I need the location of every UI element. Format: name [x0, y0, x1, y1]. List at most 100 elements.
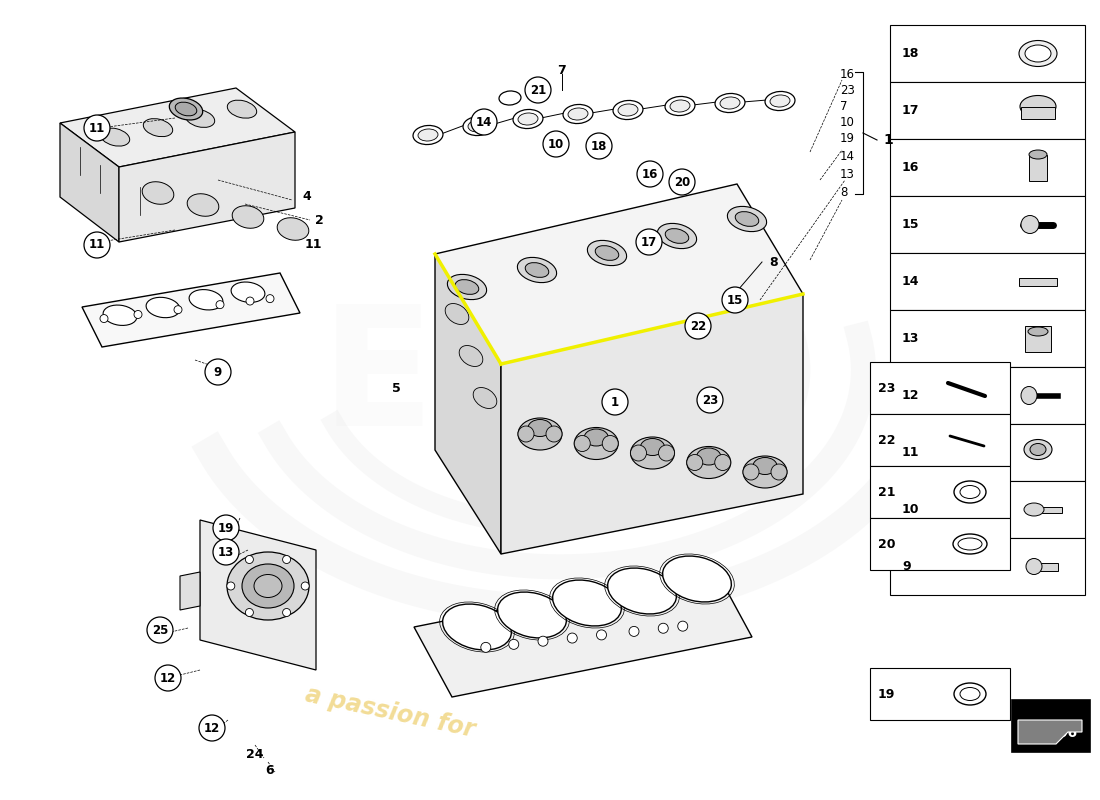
Bar [870, 362, 1010, 414]
Circle shape [245, 555, 253, 563]
Ellipse shape [175, 102, 197, 116]
Circle shape [603, 435, 618, 451]
Ellipse shape [630, 437, 674, 469]
Text: 22: 22 [878, 434, 895, 446]
Text: 11: 11 [305, 238, 322, 250]
Ellipse shape [613, 101, 644, 119]
Ellipse shape [1021, 386, 1037, 405]
Bar [870, 466, 1010, 518]
Ellipse shape [953, 534, 987, 554]
Bar [870, 414, 1010, 466]
Ellipse shape [595, 246, 619, 260]
Circle shape [685, 313, 711, 339]
Ellipse shape [169, 98, 202, 120]
Bar [890, 367, 1085, 424]
Text: 21: 21 [878, 486, 895, 498]
Polygon shape [500, 294, 803, 554]
Circle shape [205, 359, 231, 385]
Circle shape [602, 389, 628, 415]
Text: 10: 10 [902, 503, 920, 516]
Polygon shape [60, 88, 295, 167]
Bar [1042, 506, 1062, 513]
Ellipse shape [525, 262, 549, 278]
Text: EPC: EPC [321, 298, 679, 462]
Ellipse shape [1024, 503, 1044, 516]
Ellipse shape [189, 290, 223, 310]
Circle shape [659, 445, 674, 461]
Bar [890, 481, 1085, 538]
Text: 8: 8 [770, 255, 779, 269]
Ellipse shape [662, 556, 732, 602]
Text: 7: 7 [840, 99, 847, 113]
Polygon shape [119, 132, 295, 242]
Ellipse shape [618, 104, 638, 116]
Ellipse shape [473, 387, 497, 409]
Ellipse shape [686, 446, 730, 478]
Bar [870, 668, 1010, 720]
Ellipse shape [563, 105, 593, 123]
Ellipse shape [528, 419, 552, 437]
Ellipse shape [446, 303, 469, 325]
Circle shape [742, 464, 759, 480]
Bar [1012, 700, 1090, 752]
Bar [870, 518, 1010, 570]
Circle shape [84, 115, 110, 141]
Circle shape [697, 387, 723, 413]
Text: 25: 25 [152, 623, 168, 637]
Ellipse shape [640, 438, 664, 455]
Circle shape [283, 555, 290, 563]
Circle shape [636, 229, 662, 255]
Ellipse shape [696, 448, 720, 465]
Ellipse shape [497, 592, 566, 638]
Ellipse shape [232, 206, 264, 228]
Circle shape [213, 515, 239, 541]
Ellipse shape [442, 604, 512, 650]
Ellipse shape [277, 218, 309, 240]
Ellipse shape [720, 97, 740, 109]
Ellipse shape [143, 118, 173, 137]
Text: 2: 2 [315, 214, 323, 226]
Circle shape [630, 445, 647, 461]
Ellipse shape [1025, 45, 1050, 62]
Ellipse shape [742, 456, 786, 488]
Circle shape [213, 539, 239, 565]
Circle shape [568, 633, 578, 643]
Circle shape [538, 636, 548, 646]
Ellipse shape [513, 110, 543, 129]
Circle shape [669, 169, 695, 195]
Ellipse shape [666, 229, 689, 243]
Bar [890, 424, 1085, 481]
Circle shape [227, 582, 234, 590]
Circle shape [301, 582, 309, 590]
Ellipse shape [666, 97, 695, 115]
Ellipse shape [552, 580, 622, 626]
Ellipse shape [574, 427, 618, 459]
Text: 14: 14 [476, 115, 492, 129]
Text: 6: 6 [266, 763, 274, 777]
Circle shape [546, 426, 562, 442]
Ellipse shape [960, 687, 980, 701]
Ellipse shape [146, 298, 180, 318]
Bar [890, 253, 1085, 310]
Text: 1: 1 [610, 395, 619, 409]
Text: 20: 20 [674, 175, 690, 189]
Ellipse shape [103, 305, 136, 326]
Bar [1028, 154, 1047, 181]
Text: 23: 23 [840, 83, 855, 97]
Circle shape [84, 232, 110, 258]
Text: 11: 11 [89, 122, 106, 134]
Ellipse shape [1026, 558, 1042, 574]
Text: a passion for: a passion for [302, 682, 477, 742]
Ellipse shape [954, 481, 986, 503]
Text: 19: 19 [218, 522, 234, 534]
Text: 24: 24 [246, 747, 264, 761]
Text: 13: 13 [218, 546, 234, 558]
Ellipse shape [185, 110, 214, 127]
Circle shape [283, 609, 290, 617]
Circle shape [508, 639, 519, 650]
Circle shape [629, 626, 639, 637]
Text: 18: 18 [591, 139, 607, 153]
Ellipse shape [254, 574, 282, 598]
Circle shape [1021, 215, 1040, 234]
Ellipse shape [463, 117, 493, 135]
